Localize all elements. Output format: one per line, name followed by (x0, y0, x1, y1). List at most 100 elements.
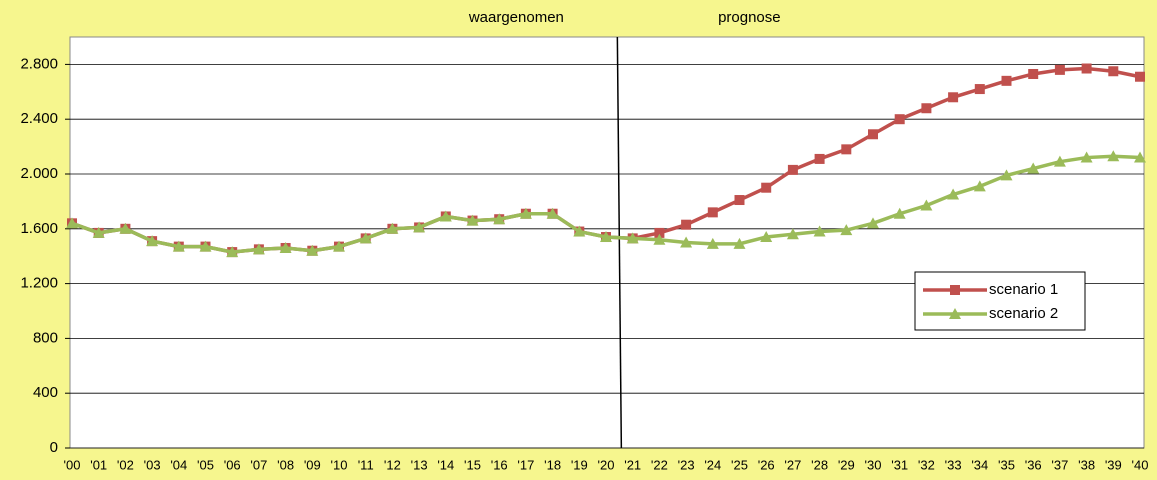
marker (519, 207, 532, 219)
x-tick-label: '35 (998, 457, 1015, 472)
marker (199, 240, 212, 252)
marker (920, 199, 933, 211)
x-tick-label: '26 (758, 457, 775, 472)
divider (616, 36, 623, 449)
x-tick-label: '00 (64, 457, 81, 472)
x-tick-label: '11 (358, 457, 374, 472)
marker (680, 236, 693, 248)
x-tick-label: '21 (624, 457, 641, 472)
marker (1053, 155, 1066, 167)
marker (466, 214, 479, 226)
marker (66, 217, 78, 229)
marker (653, 233, 666, 245)
annotation: prognose (718, 9, 781, 26)
marker (226, 246, 239, 258)
marker (814, 153, 825, 164)
x-tick-label: '07 (250, 457, 267, 472)
x-tick-label: '03 (144, 457, 161, 472)
legend-box (914, 271, 1086, 331)
x-tick-label: '04 (170, 457, 187, 472)
marker (813, 225, 826, 237)
x-tick-label: '18 (544, 457, 561, 472)
marker (573, 225, 586, 237)
x-tick-label: '09 (304, 457, 321, 472)
marker (761, 182, 772, 193)
x-tick-label: '39 (1105, 457, 1122, 472)
x-tick-label: '20 (598, 457, 615, 472)
y-tick-label: 2.400 (20, 110, 58, 127)
y-tick-label: 800 (33, 329, 58, 346)
marker (1054, 64, 1065, 75)
x-tick-label: '36 (1025, 457, 1042, 472)
marker (413, 221, 426, 233)
marker (947, 188, 960, 200)
marker (1001, 75, 1012, 86)
marker (279, 241, 292, 253)
marker (1080, 151, 1093, 163)
marker (1135, 71, 1145, 82)
x-tick-label: '02 (117, 457, 134, 472)
marker (948, 92, 959, 103)
marker (950, 285, 960, 295)
x-tick-label: '23 (678, 457, 695, 472)
marker (841, 144, 852, 155)
x-tick-label: '19 (571, 457, 588, 472)
x-tick-label: '37 (1051, 457, 1068, 472)
legend-label: scenario 1 (989, 281, 1058, 298)
marker (840, 224, 853, 236)
marker (546, 207, 559, 219)
x-tick-label: '30 (865, 457, 882, 472)
x-tick-label: '31 (891, 457, 908, 472)
marker (626, 232, 639, 244)
marker (119, 222, 132, 234)
marker (893, 207, 906, 219)
x-tick-label: '29 (838, 457, 855, 472)
marker (306, 244, 319, 256)
y-tick-label: 2.800 (20, 55, 58, 72)
marker (921, 103, 932, 114)
marker (973, 180, 986, 192)
marker (949, 308, 961, 319)
marker (1081, 63, 1092, 74)
x-tick-label: '15 (464, 457, 481, 472)
x-tick-label: '38 (1078, 457, 1095, 472)
marker (894, 114, 905, 125)
x-tick-label: '13 (411, 457, 428, 472)
x-tick-label: '32 (918, 457, 935, 472)
x-tick-label: '25 (731, 457, 748, 472)
marker (734, 195, 745, 206)
annotation: waargenomen (468, 9, 564, 26)
marker (1134, 151, 1146, 163)
y-tick-label: 1.600 (20, 220, 58, 237)
x-tick-label: '12 (384, 457, 401, 472)
marker (252, 243, 265, 255)
marker (1027, 162, 1040, 174)
marker (867, 217, 879, 229)
x-tick-label: '22 (651, 457, 668, 472)
y-tick-label: 0 (50, 439, 58, 456)
marker (146, 235, 159, 247)
marker (1107, 150, 1120, 162)
marker (600, 231, 612, 243)
marker (733, 237, 746, 249)
x-tick-label: '16 (491, 457, 508, 472)
x-tick-label: '33 (945, 457, 962, 472)
x-tick-label: '06 (224, 457, 241, 472)
marker (760, 231, 773, 243)
marker (493, 213, 506, 225)
marker (1000, 169, 1013, 181)
marker (654, 227, 665, 238)
marker (1108, 66, 1119, 77)
x-tick-label: '27 (784, 457, 801, 472)
y-tick-label: 1.200 (20, 275, 58, 292)
x-tick-label: '28 (811, 457, 828, 472)
marker (1028, 68, 1039, 79)
marker (681, 219, 692, 230)
marker (974, 84, 985, 95)
marker (706, 237, 719, 249)
x-tick-label: '08 (277, 457, 294, 472)
legend-label: scenario 2 (989, 305, 1058, 322)
marker (359, 232, 372, 244)
x-tick-label: '34 (971, 457, 988, 472)
